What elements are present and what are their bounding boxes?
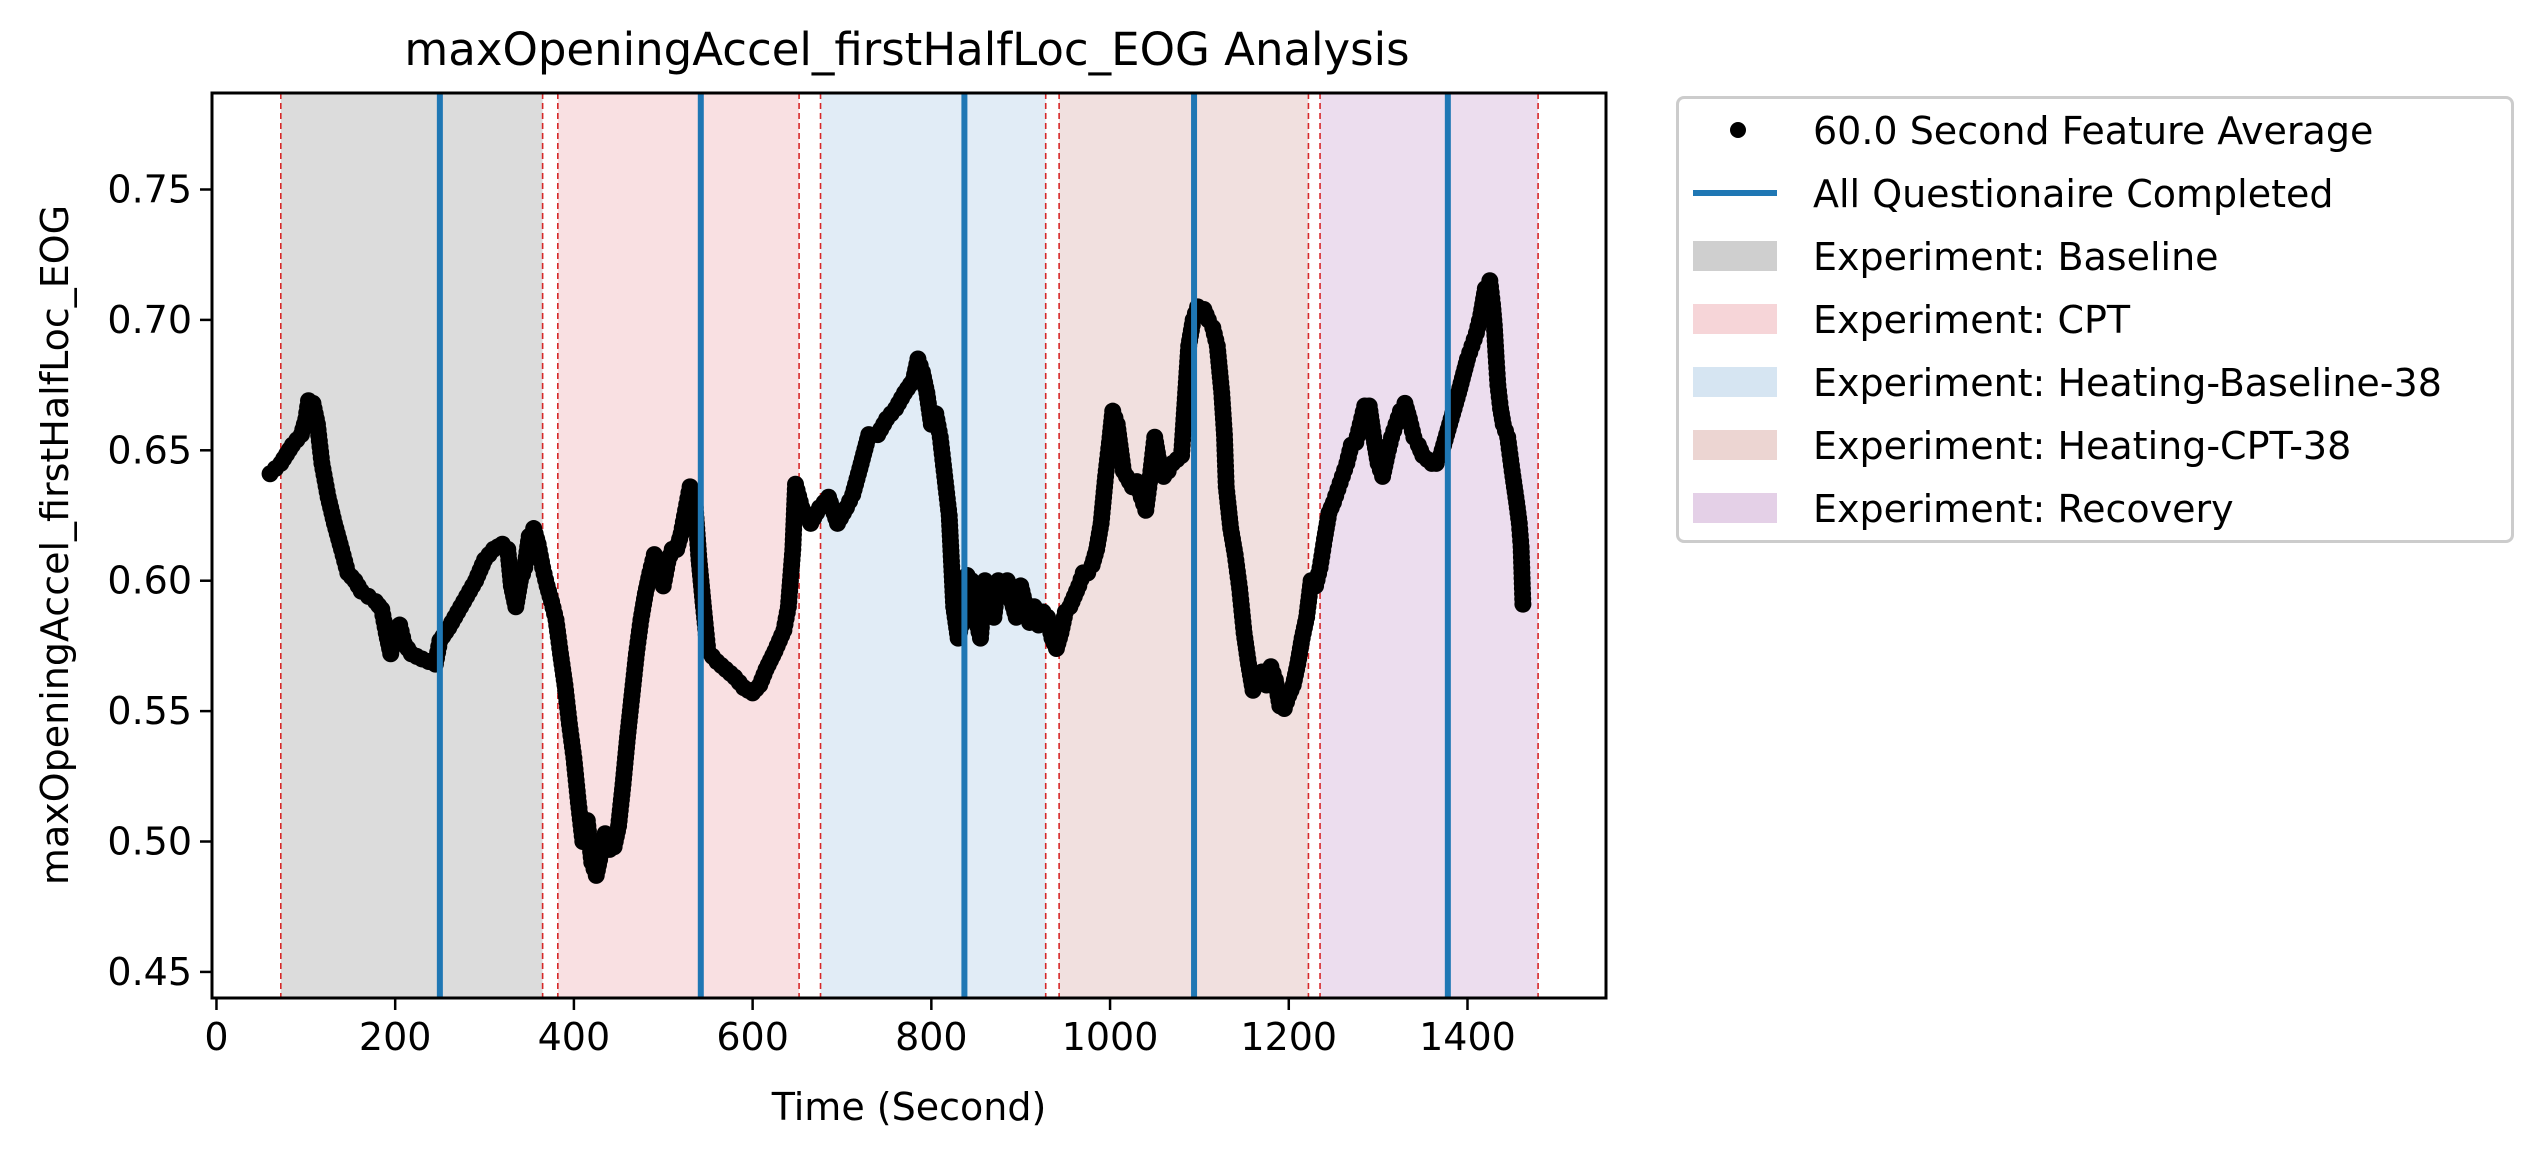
y-tick-label: 0.50 bbox=[107, 820, 192, 864]
legend-item-cpt: Experiment: CPT bbox=[1679, 288, 2511, 350]
region-band-4 bbox=[1320, 93, 1539, 998]
legend-item-heating-baseline: Experiment: Heating-Baseline-38 bbox=[1679, 351, 2511, 413]
x-axis-label: Time (Second) bbox=[771, 1085, 1047, 1129]
legend-label: All Questionaire Completed bbox=[1813, 172, 2334, 216]
x-axis-ticks: 0 200 400 600 800 1000 1200 1400 bbox=[204, 998, 1516, 1059]
questionnaire-lines bbox=[436, 93, 1451, 998]
legend-label: Experiment: CPT bbox=[1813, 298, 2131, 342]
legend-label: Experiment: Baseline bbox=[1813, 235, 2219, 279]
legend-item-questionnaire: All Questionaire Completed bbox=[1679, 162, 2511, 224]
legend-item-feature-average: 60.0 Second Feature Average bbox=[1679, 99, 2511, 161]
y-tick-label: 0.60 bbox=[107, 559, 192, 603]
legend-label: Experiment: Heating-CPT-38 bbox=[1813, 424, 2352, 468]
shaded-regions bbox=[280, 93, 1539, 998]
region-band-2 bbox=[820, 93, 1046, 998]
data-point bbox=[1514, 595, 1532, 613]
y-axis-label: maxOpeningAccel_firstHalfLoc_EOG bbox=[33, 205, 77, 885]
x-tick-label: 600 bbox=[716, 1015, 789, 1059]
x-tick-label: 1200 bbox=[1240, 1015, 1337, 1059]
y-tick-label: 0.45 bbox=[107, 950, 192, 994]
y-tick-label: 0.75 bbox=[107, 167, 192, 211]
x-tick-label: 1400 bbox=[1419, 1015, 1516, 1059]
patch-marker-icon bbox=[1693, 241, 1783, 271]
x-tick-label: 400 bbox=[538, 1015, 611, 1059]
legend: 60.0 Second Feature Average All Question… bbox=[1676, 96, 2514, 543]
chart-title: maxOpeningAccel_firstHalfLoc_EOG Analysi… bbox=[404, 23, 1409, 76]
legend-label: 60.0 Second Feature Average bbox=[1813, 109, 2374, 153]
feature-points bbox=[261, 272, 1532, 884]
patch-marker-icon bbox=[1693, 304, 1783, 334]
legend-label: Experiment: Heating-Baseline-38 bbox=[1813, 361, 2442, 405]
x-tick-label: 200 bbox=[359, 1015, 432, 1059]
legend-label: Experiment: Recovery bbox=[1813, 487, 2234, 531]
y-tick-label: 0.70 bbox=[107, 298, 192, 342]
patch-marker-icon bbox=[1693, 493, 1783, 523]
patch-marker-icon bbox=[1693, 367, 1783, 397]
y-tick-label: 0.65 bbox=[107, 428, 192, 472]
y-axis-ticks: 0.45 0.50 0.55 0.60 0.65 0.70 0.75 bbox=[107, 167, 212, 994]
x-tick-label: 1000 bbox=[1062, 1015, 1159, 1059]
legend-item-heating-cpt: Experiment: Heating-CPT-38 bbox=[1679, 414, 2511, 476]
y-tick-label: 0.55 bbox=[107, 689, 192, 733]
line-marker-icon bbox=[1693, 178, 1783, 208]
x-tick-label: 0 bbox=[204, 1015, 228, 1059]
legend-item-baseline: Experiment: Baseline bbox=[1679, 225, 2511, 287]
patch-marker-icon bbox=[1693, 430, 1783, 460]
legend-item-recovery: Experiment: Recovery bbox=[1679, 477, 2511, 539]
x-tick-label: 800 bbox=[895, 1015, 968, 1059]
plot-frame bbox=[210, 91, 1608, 1000]
dot-marker-icon bbox=[1693, 115, 1783, 145]
